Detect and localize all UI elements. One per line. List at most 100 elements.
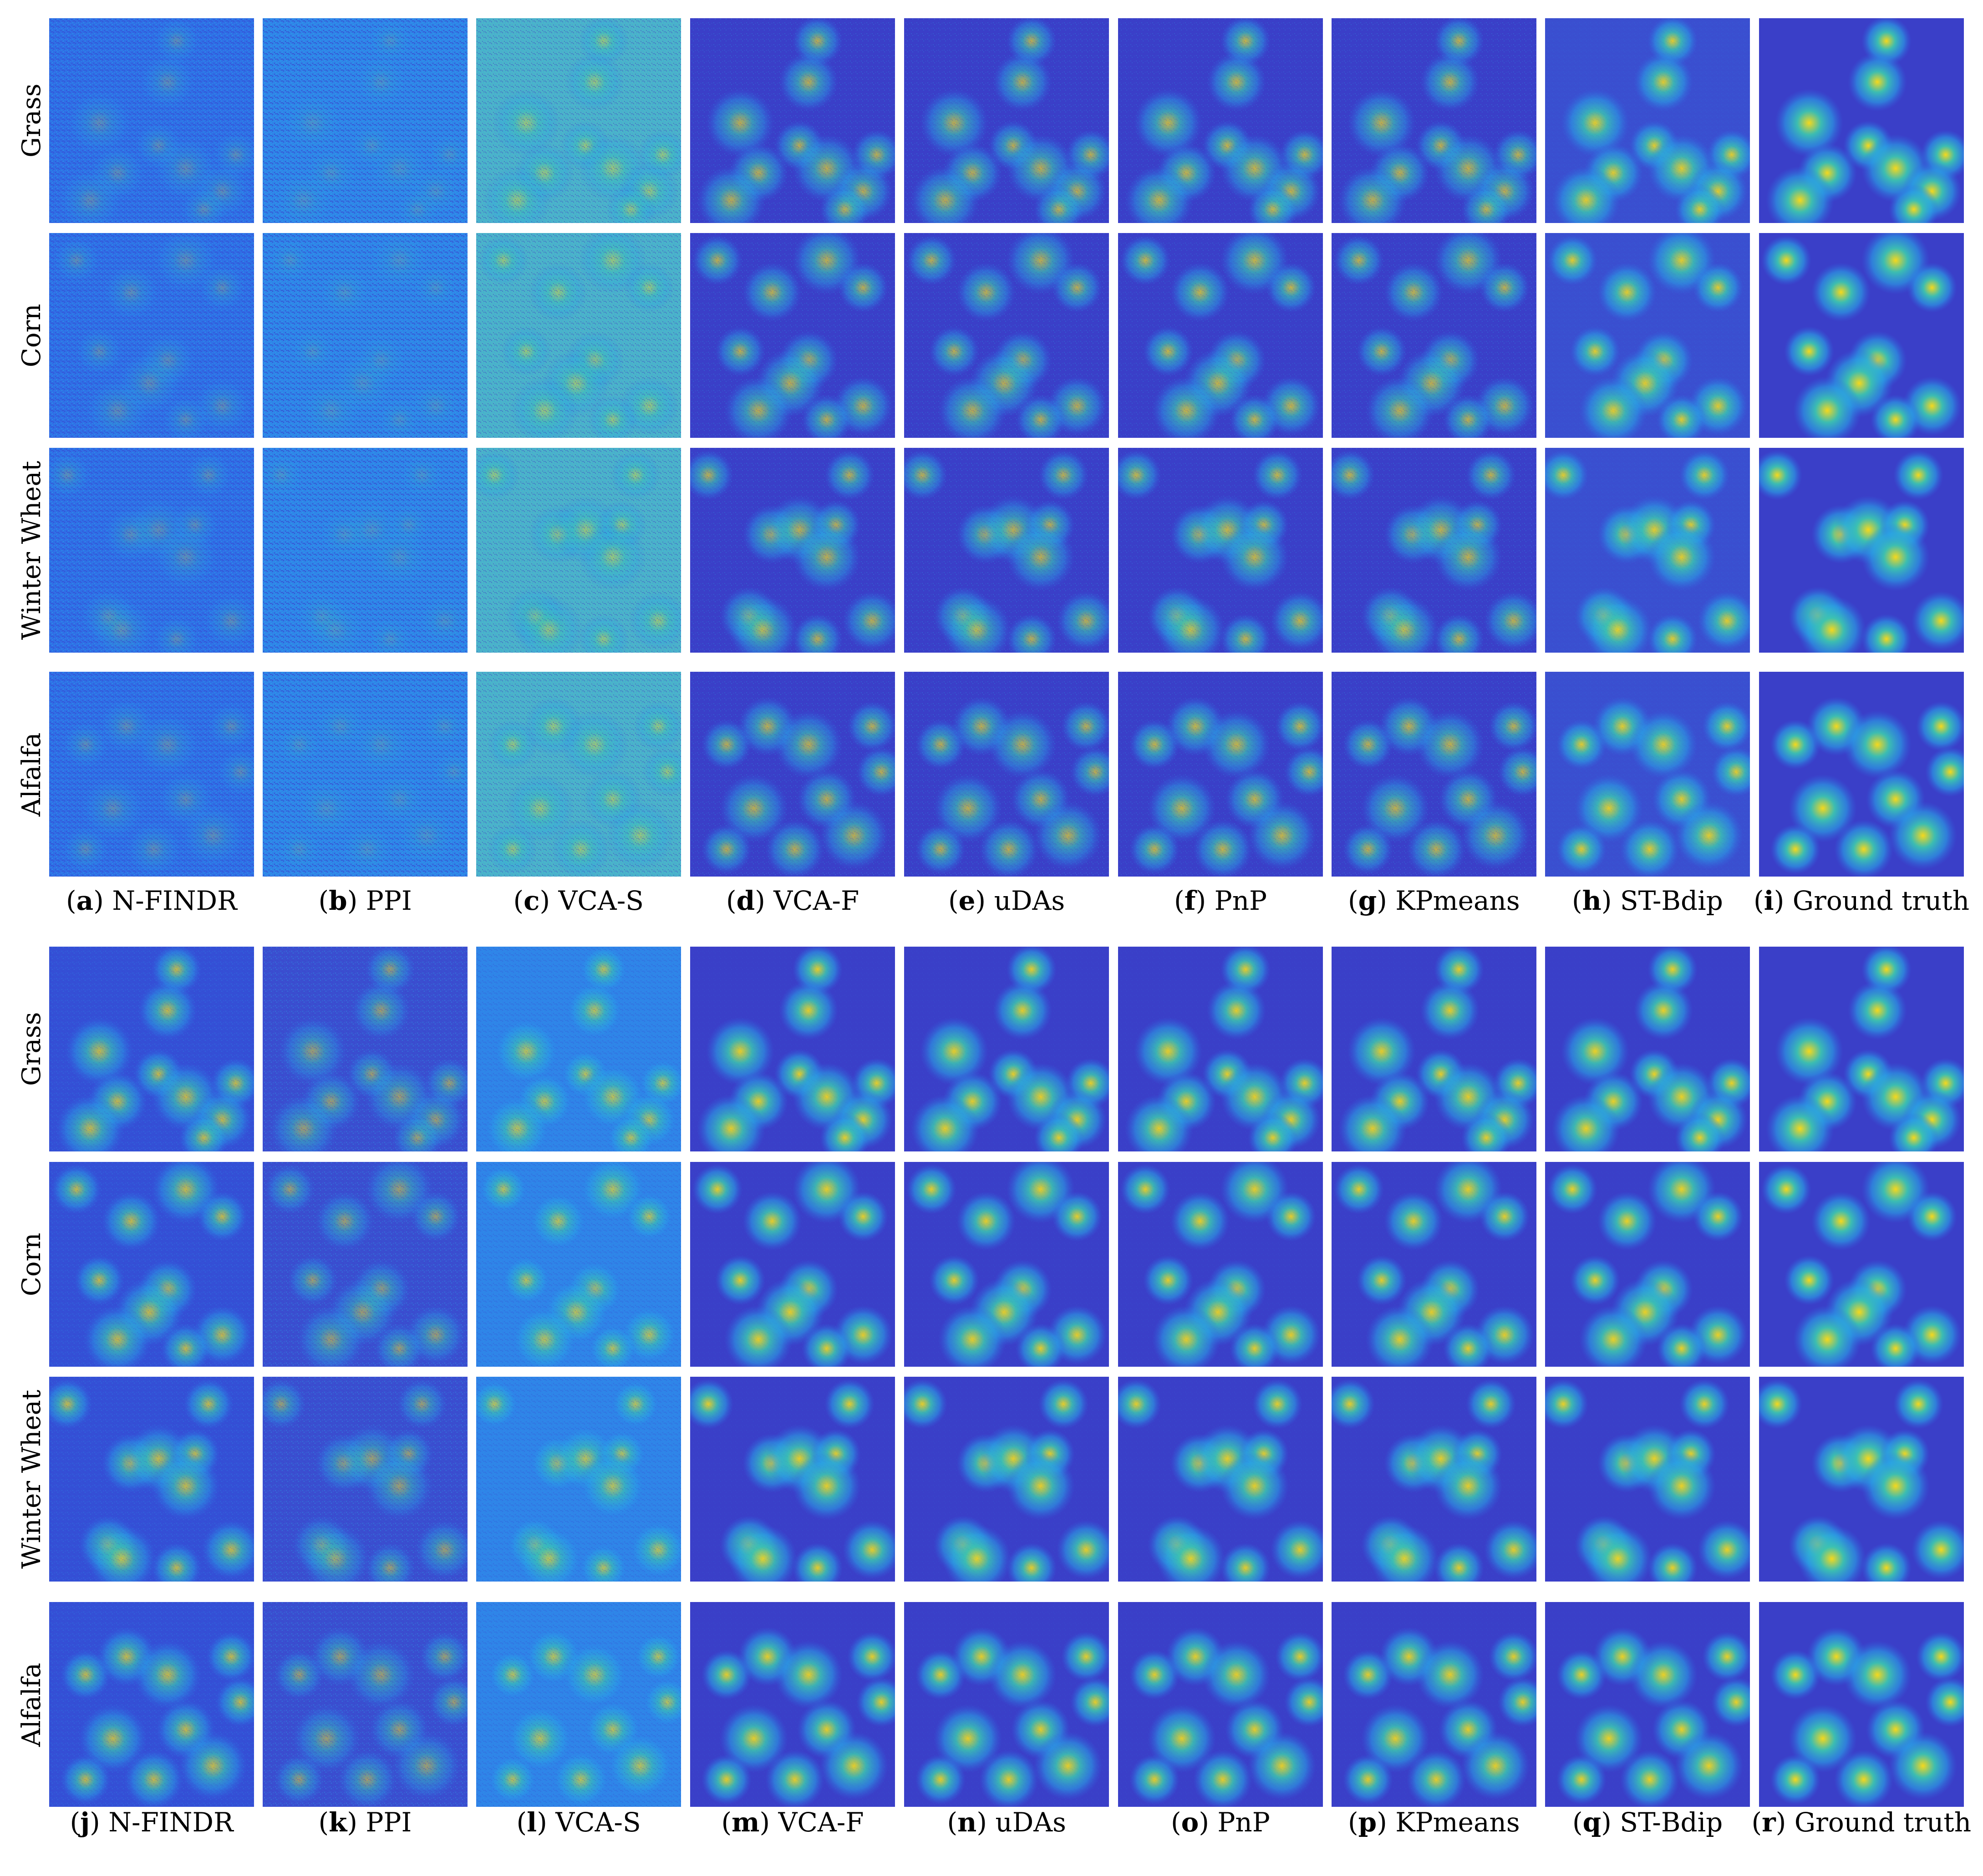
caption-letter: h (1582, 885, 1602, 916)
abundance-map (263, 1602, 468, 1807)
abundance-map (1545, 1377, 1750, 1582)
noise-overlay (1118, 1377, 1323, 1582)
caption-letter: e (958, 885, 976, 916)
abundance-blob (1893, 1379, 1943, 1429)
abundance-map (690, 1377, 895, 1582)
noise-overlay (476, 448, 681, 653)
noise-overlay (904, 1162, 1109, 1367)
noise-overlay (690, 1162, 895, 1367)
abundance-blob (1811, 1192, 1871, 1251)
noise-overlay (904, 947, 1109, 1151)
abundance-map-svg (1118, 1162, 1323, 1367)
abundance-map-svg (1759, 947, 1964, 1151)
caption-method: N-FINDR (108, 1807, 234, 1838)
abundance-map (476, 1162, 681, 1367)
caption-letter: p (1358, 1807, 1377, 1838)
subfigure-caption: (c) VCA-S (513, 885, 644, 916)
abundance-map (690, 1162, 895, 1367)
abundance-map (1332, 1377, 1536, 1582)
caption-method: VCA-F (773, 885, 859, 916)
abundance-map (1332, 672, 1536, 877)
abundance-map-svg (263, 672, 468, 877)
abundance-map-svg (1759, 18, 1964, 223)
abundance-map-svg (1118, 18, 1323, 223)
abundance-map (904, 672, 1109, 877)
noise-overlay (1545, 18, 1750, 223)
abundance-map (1118, 947, 1323, 1151)
noise-overlay (49, 448, 254, 653)
abundance-blob (1811, 263, 1871, 322)
abundance-blob (1766, 1095, 1834, 1151)
abundance-map-svg (904, 233, 1109, 438)
abundance-blob (1861, 523, 1930, 591)
abundance-map-svg (1759, 1377, 1964, 1582)
abundance-map-svg (904, 1162, 1109, 1367)
caption-method: Ground truth (1792, 885, 1970, 916)
subfigure-caption: (j) N-FINDR (70, 1807, 234, 1838)
noise-overlay (904, 233, 1109, 438)
abundance-map (49, 448, 254, 653)
abundance-map (1545, 1162, 1750, 1367)
abundance-map (1545, 947, 1750, 1151)
abundance-map-svg (263, 448, 468, 653)
caption-method: uDAs (995, 1807, 1066, 1838)
abundance-map-svg (1118, 448, 1323, 653)
row-label: Grass (17, 1012, 46, 1086)
abundance-blob (1889, 1732, 1957, 1800)
abundance-map-svg (1118, 233, 1323, 438)
abundance-map-svg (476, 947, 681, 1151)
abundance-map-svg (1759, 1602, 1964, 1807)
abundance-map-svg (263, 233, 468, 438)
abundance-map-svg (476, 1377, 681, 1582)
subfigure-caption: (f) PnP (1174, 885, 1267, 916)
row-label: Alfalfa (17, 1663, 46, 1747)
caption-method: VCA-F (778, 1807, 864, 1838)
abundance-map-svg (904, 672, 1109, 877)
abundance-blob (1925, 747, 1964, 797)
caption-method: uDAs (994, 885, 1065, 916)
noise-overlay (690, 233, 895, 438)
abundance-map-svg (1545, 672, 1750, 877)
abundance-map (1118, 448, 1323, 653)
abundance-map-svg (1332, 672, 1536, 877)
abundance-map (1118, 18, 1323, 223)
abundance-map-svg (49, 1162, 254, 1367)
noise-overlay (263, 672, 468, 877)
abundance-map (1332, 947, 1536, 1151)
subfigure-caption: (p) KPmeans (1348, 1807, 1520, 1838)
abundance-map (476, 233, 681, 438)
abundance-blob (1861, 1452, 1930, 1520)
subfigure-caption: (e) uDAs (948, 885, 1065, 916)
abundance-map (476, 672, 681, 877)
noise-overlay (1332, 18, 1536, 223)
abundance-map (1118, 1377, 1323, 1582)
caption-letter: q (1582, 1807, 1602, 1838)
abundance-blob (1843, 1641, 1912, 1709)
noise-overlay (49, 1602, 254, 1807)
noise-overlay (1545, 448, 1750, 653)
abundance-map-svg (1545, 947, 1750, 1151)
abundance-map (476, 18, 681, 223)
abundance-map-svg (1332, 18, 1536, 223)
noise-overlay (49, 1377, 254, 1582)
abundance-blob (1793, 1305, 1861, 1367)
abundance-map-svg (1545, 18, 1750, 223)
abundance-map-svg (1118, 672, 1323, 877)
noise-overlay (263, 18, 468, 223)
caption-method: PnP (1217, 1807, 1270, 1838)
noise-overlay (476, 1162, 681, 1367)
abundance-map (49, 1377, 254, 1582)
abundance-map-svg (49, 947, 254, 1151)
abundance-map (1332, 18, 1536, 223)
abundance-map-svg (263, 18, 468, 223)
caption-method: KPmeans (1395, 1807, 1520, 1838)
abundance-map-svg (1759, 1162, 1964, 1367)
abundance-map (904, 233, 1109, 438)
abundance-blob (1912, 1520, 1964, 1579)
abundance-map (49, 1602, 254, 1807)
abundance-map (1118, 1602, 1323, 1807)
noise-overlay (476, 672, 681, 877)
caption-letter: g (1358, 885, 1377, 916)
noise-overlay (49, 1162, 254, 1367)
abundance-map (690, 233, 895, 438)
